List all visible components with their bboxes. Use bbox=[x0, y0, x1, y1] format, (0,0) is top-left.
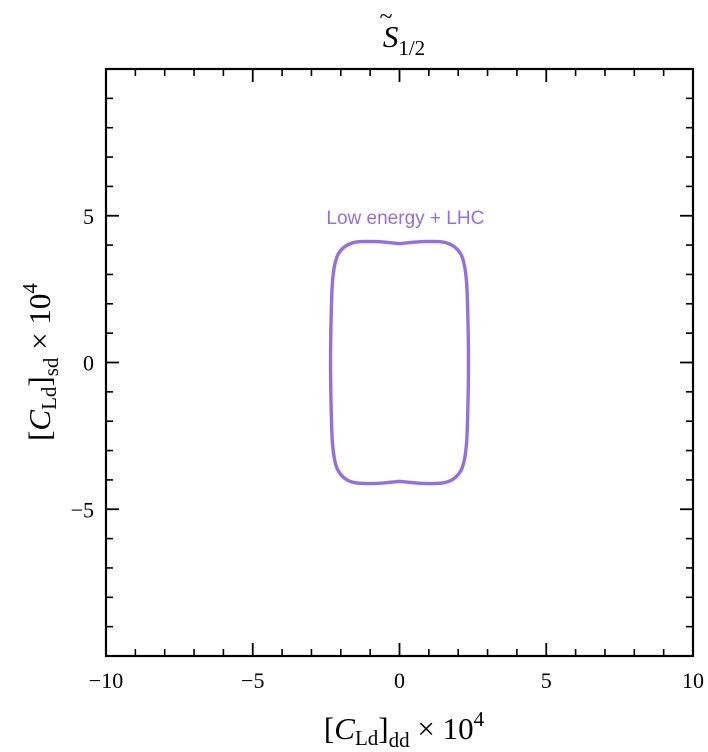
series-contour-low-energy-lhc bbox=[328, 239, 471, 486]
x-tick-label: −5 bbox=[241, 668, 264, 693]
x-axis: −10 −5 0 5 10 bbox=[89, 69, 704, 693]
series-annotation: Low energy + LHC bbox=[326, 208, 484, 229]
x-axis-label: [CLd]dd × 104 bbox=[324, 707, 485, 752]
y-tick-label: 5 bbox=[83, 204, 94, 229]
chart-title-accent: ~ bbox=[380, 4, 393, 30]
y-tick-label: −5 bbox=[71, 497, 94, 522]
y-tick-label: 0 bbox=[83, 351, 94, 376]
y-axis: −5 0 5 bbox=[71, 68, 693, 657]
plot-frame bbox=[104, 67, 695, 658]
chart-title-subscript: 1/2 bbox=[398, 36, 425, 60]
x-tick-label: 5 bbox=[541, 668, 552, 693]
chart-title: S1/2 bbox=[383, 19, 425, 60]
x-tick-label: 0 bbox=[394, 668, 405, 693]
series-layer bbox=[328, 239, 471, 486]
y-axis-label: [CLd]sd × 104 bbox=[18, 283, 63, 441]
x-tick-label: 10 bbox=[682, 668, 704, 693]
x-tick-label: −10 bbox=[89, 668, 123, 693]
